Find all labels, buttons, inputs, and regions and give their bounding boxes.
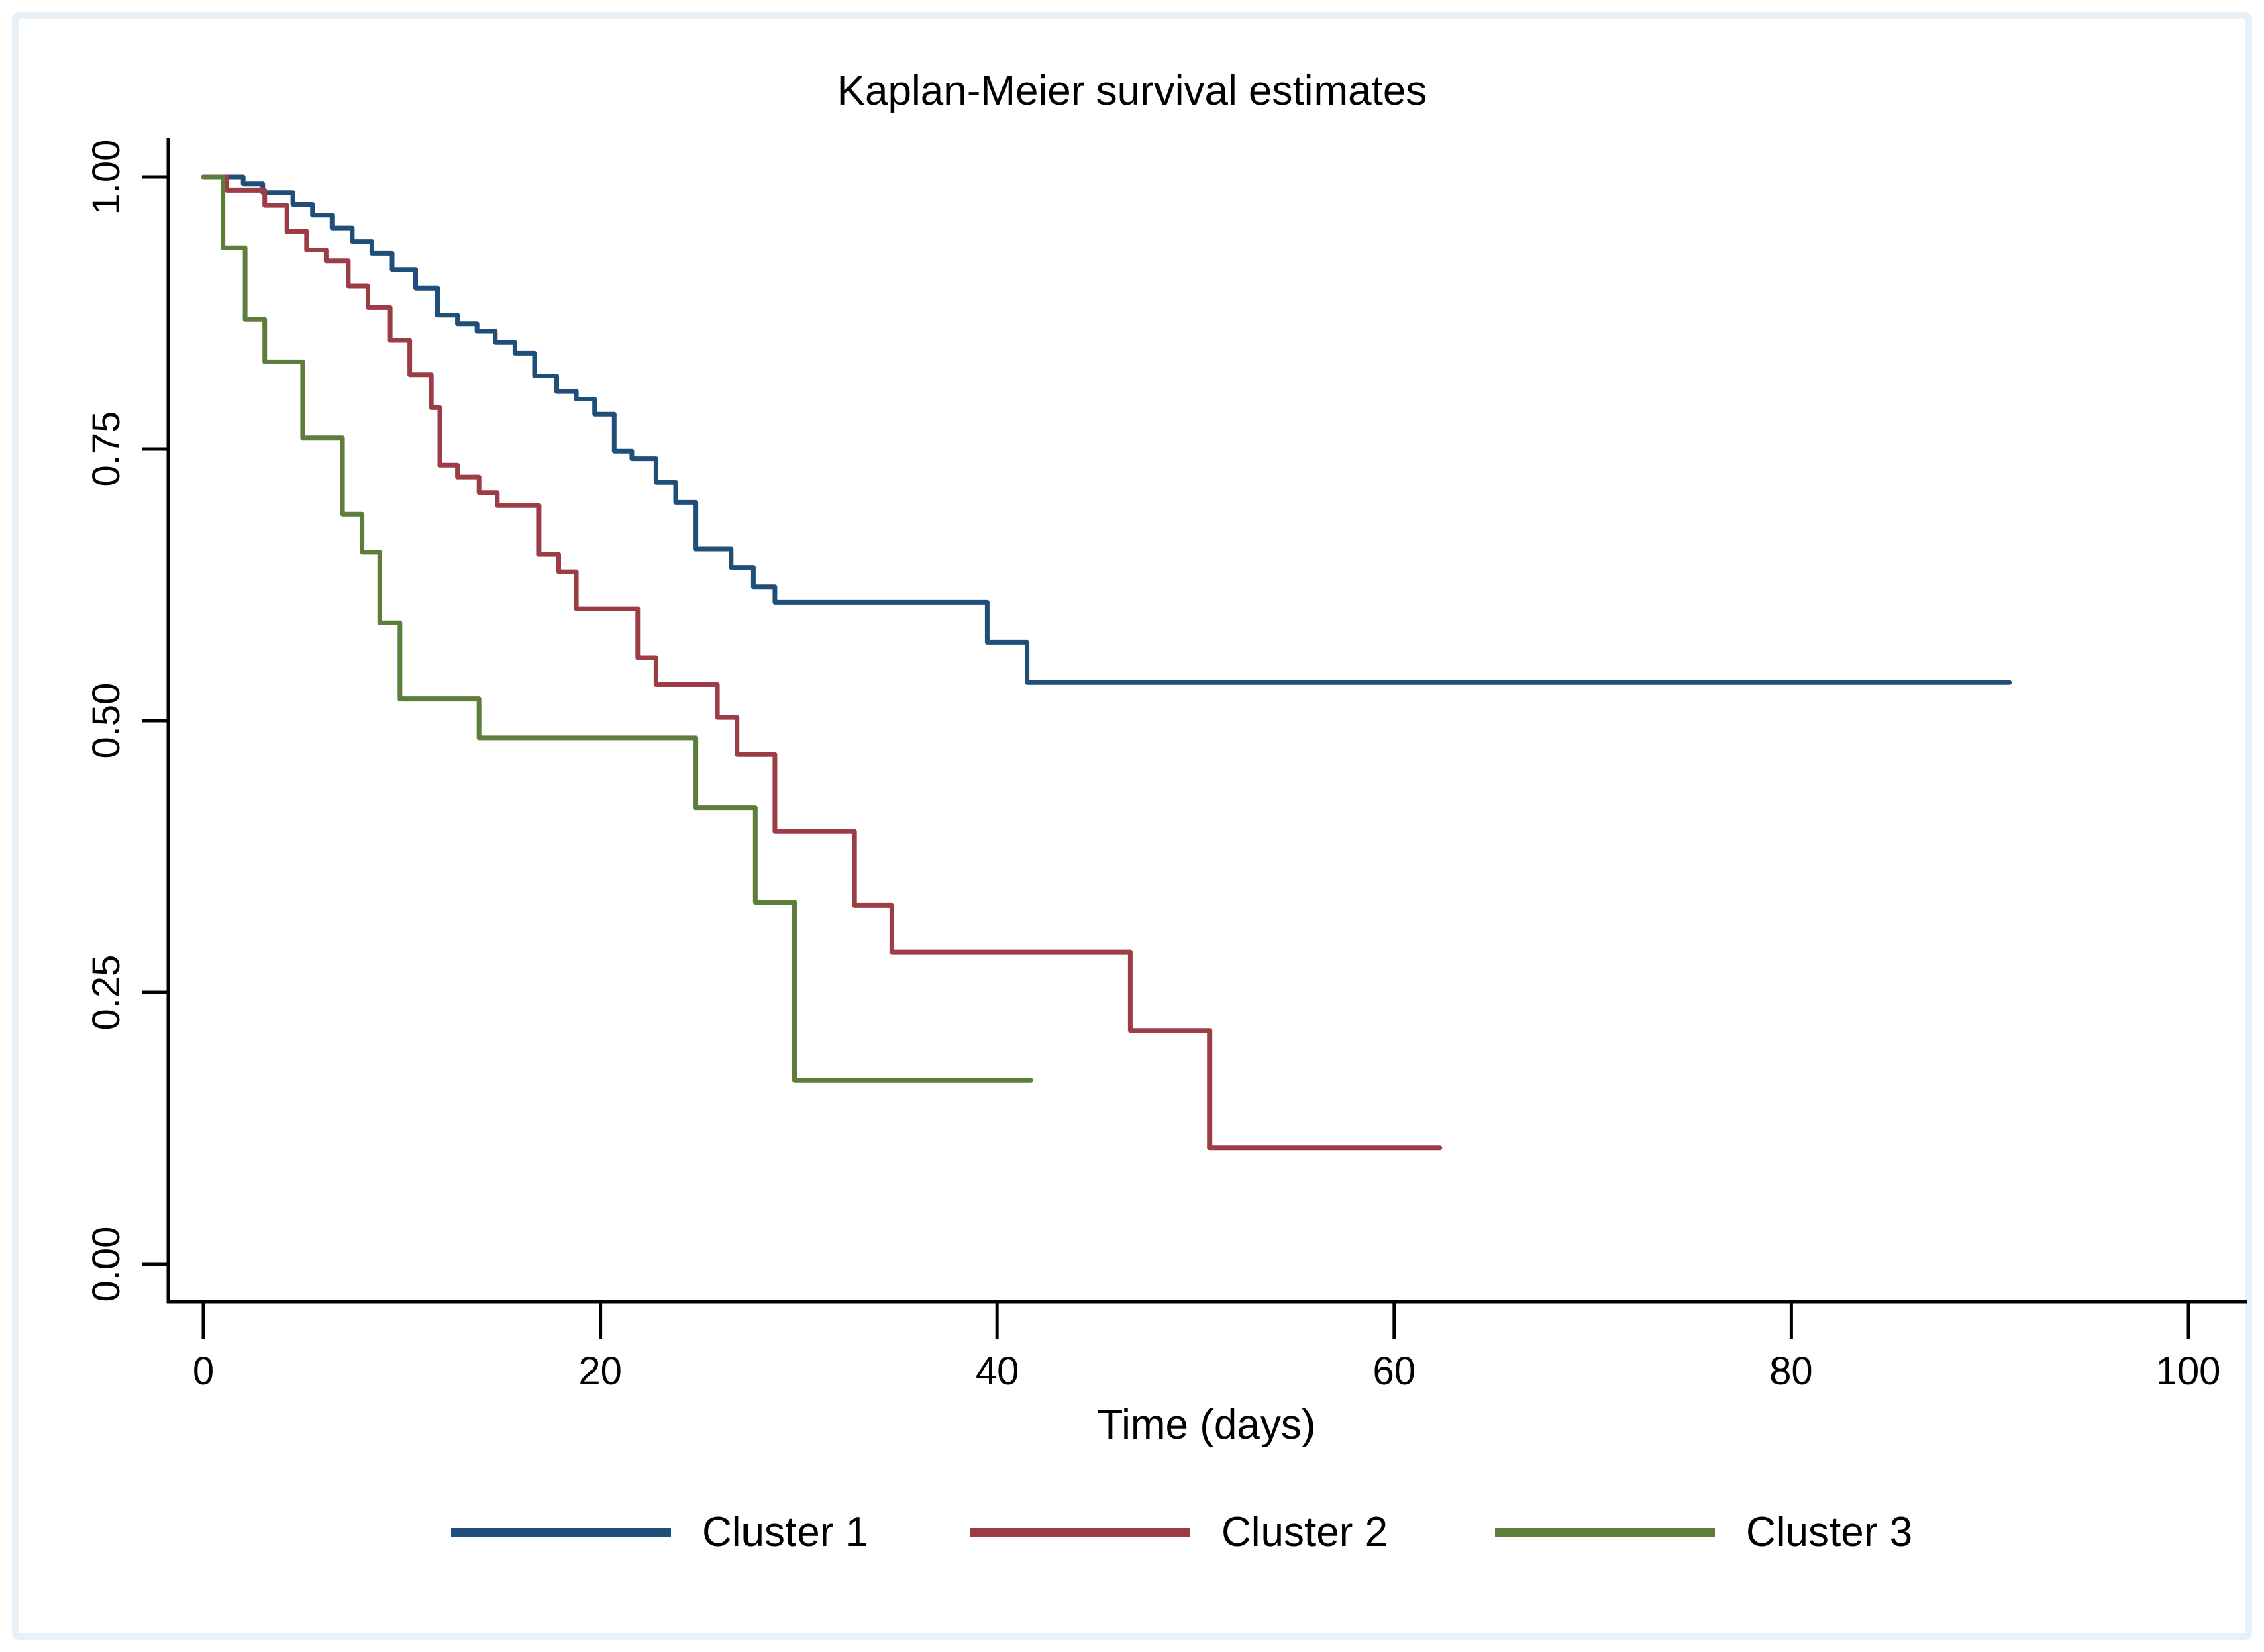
x-axis-title: Time (days) (0, 1401, 2264, 1449)
y-tick-label: 0.25 (84, 954, 128, 1031)
x-tick-label: 60 (1372, 1349, 1417, 1393)
x-tick-label: 0 (192, 1349, 215, 1393)
survival-curve-cluster-3 (201, 174, 1033, 1083)
legend-item-cluster-1: Cluster 1 (451, 1508, 868, 1555)
x-tick-label: 100 (2155, 1349, 2221, 1393)
legend-label-cluster-1: Cluster 1 (702, 1508, 869, 1555)
legend-item-cluster-3: Cluster 3 (1495, 1508, 1912, 1555)
y-tick-label: 1.00 (84, 139, 128, 215)
x-tick-label: 20 (578, 1349, 622, 1393)
survival-curve-cluster-1 (201, 174, 2012, 685)
y-tick-label: 0.50 (84, 682, 128, 759)
chart-title: Kaplan-Meier survival estimates (837, 68, 1427, 114)
legend: Cluster 1 Cluster 2 Cluster 3 (0, 1508, 2264, 1555)
survival-curve-cluster-2 (201, 174, 1443, 1151)
x-tick-label: 80 (1769, 1349, 1813, 1393)
legend-label-cluster-2: Cluster 2 (1221, 1508, 1388, 1555)
legend-label-cluster-3: Cluster 3 (1746, 1508, 1913, 1555)
y-tick-label: 0.00 (84, 1226, 128, 1302)
legend-swatch-cluster-3 (1495, 1527, 1715, 1537)
y-tick-label: 0.75 (84, 411, 128, 487)
x-axis-title-text: Time (days) (1097, 1402, 1316, 1448)
legend-swatch-cluster-2 (970, 1527, 1190, 1537)
legend-item-cluster-2: Cluster 2 (970, 1508, 1388, 1555)
x-tick-label: 40 (975, 1349, 1019, 1393)
legend-swatch-cluster-1 (451, 1527, 671, 1537)
